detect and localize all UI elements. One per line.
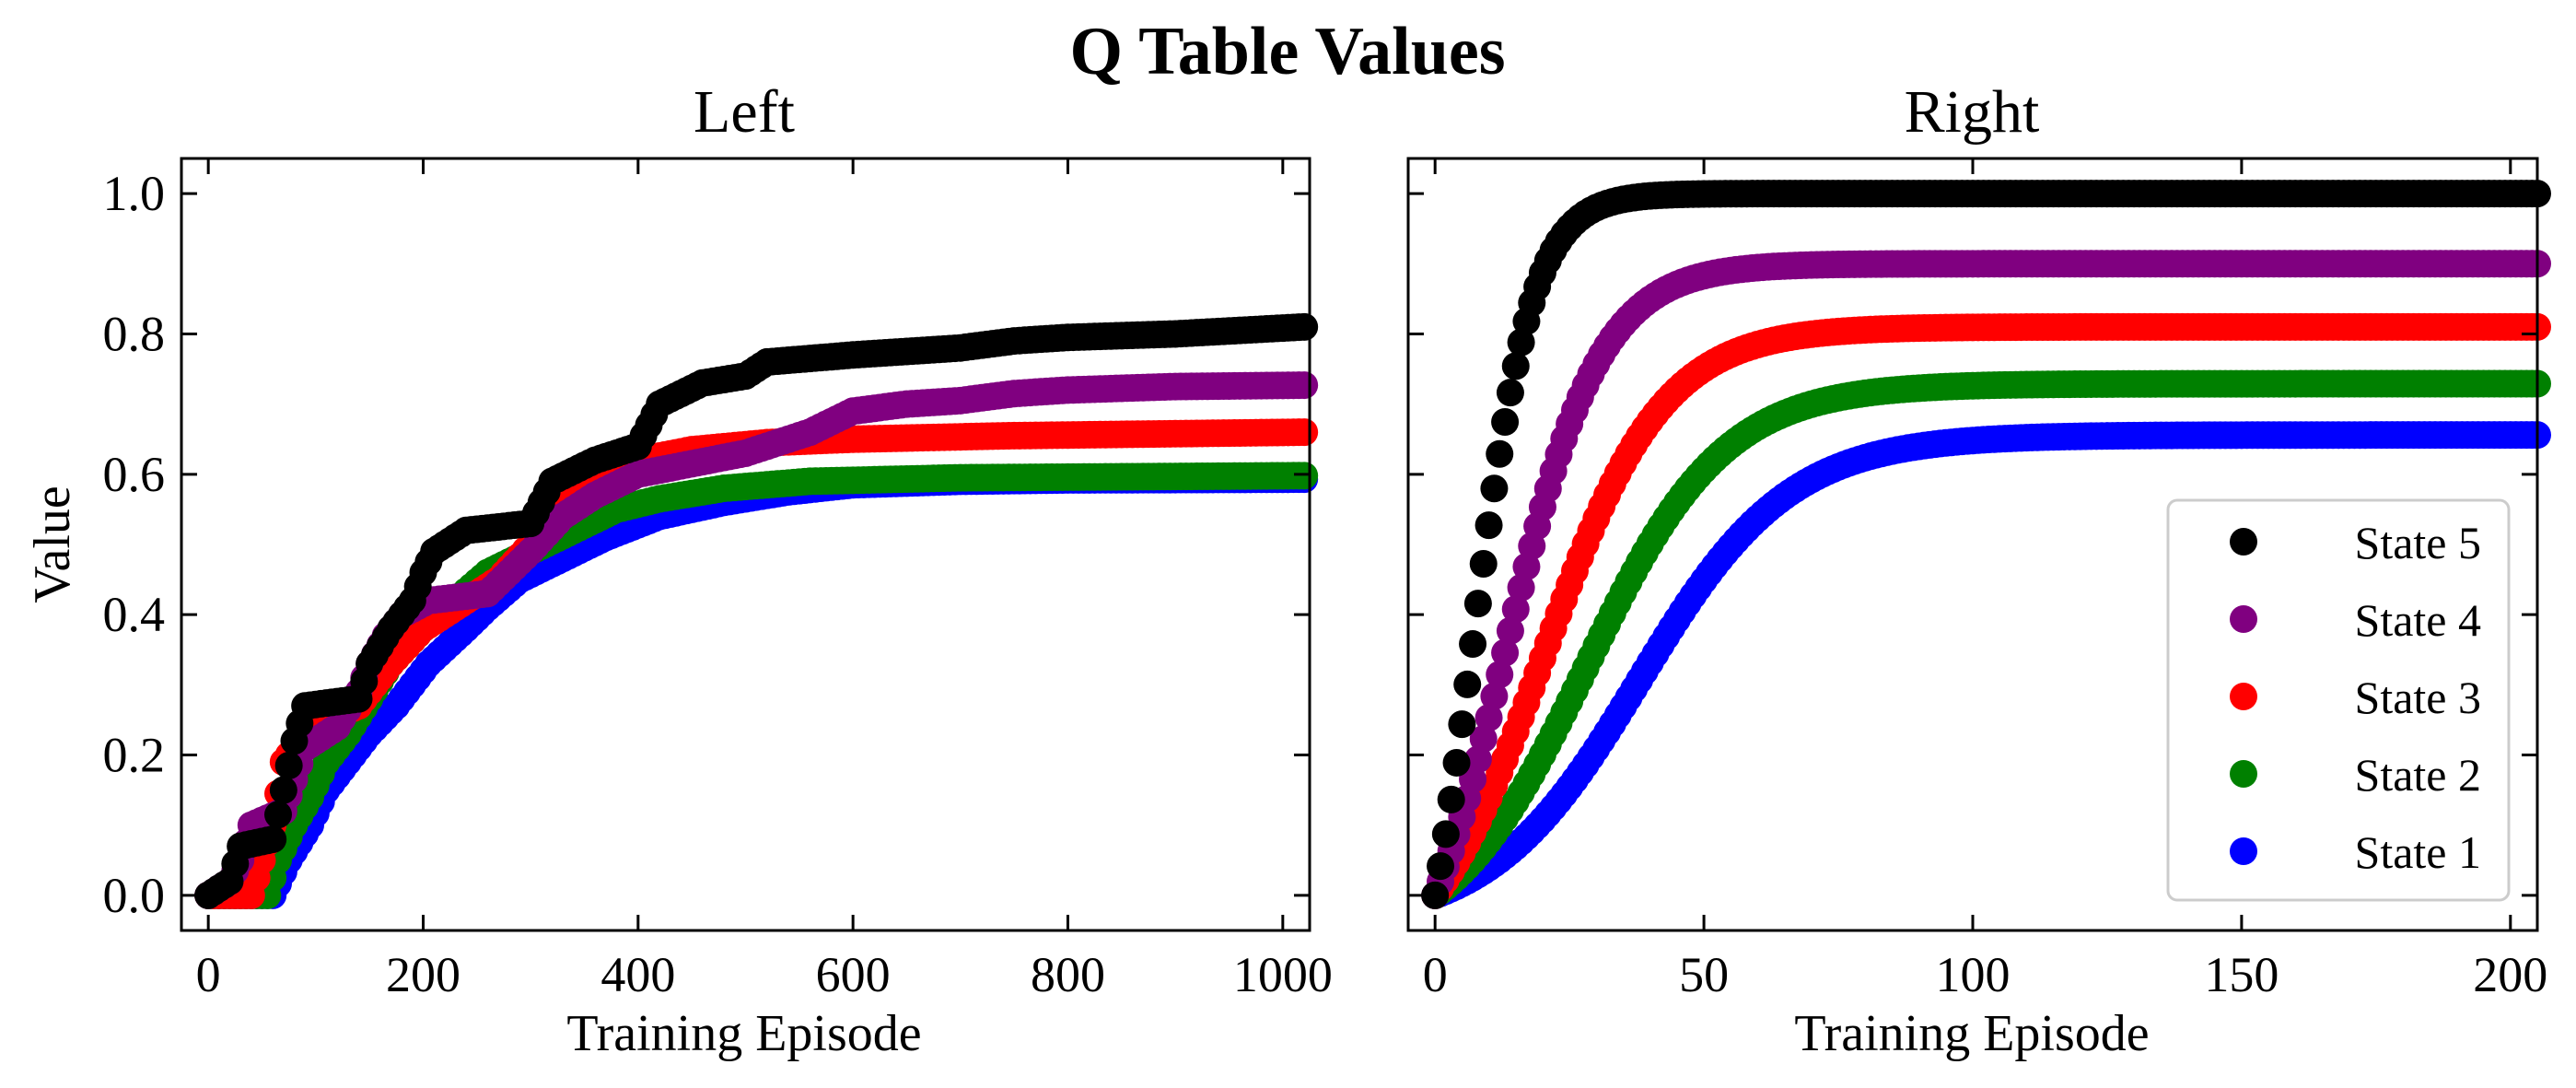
data-point <box>1427 852 1455 881</box>
right-x-axis-label: Training Episode <box>1794 1005 2149 1062</box>
data-point <box>274 751 303 779</box>
data-point <box>1469 724 1498 753</box>
data-point <box>1290 371 1319 400</box>
legend-label: State 3 <box>2355 672 2481 723</box>
left-panel-title: Left <box>694 78 795 146</box>
legend-item: State 5 <box>2230 517 2481 568</box>
data-point <box>1501 595 1530 624</box>
y-tick-label: 0.8 <box>103 306 166 361</box>
data-point <box>1459 630 1487 659</box>
legend-box <box>2166 498 2511 902</box>
data-point <box>1421 881 1450 909</box>
left-x-axis-label: Training Episode <box>566 1005 921 1062</box>
data-point <box>1480 682 1509 710</box>
x-tick-label: 100 <box>1936 947 2011 1002</box>
right-series-state-4 <box>1421 250 2551 909</box>
data-point <box>1290 312 1319 341</box>
y-tick-label: 0.0 <box>103 868 166 923</box>
x-tick-label: 400 <box>600 947 675 1002</box>
data-point <box>1474 511 1503 540</box>
right-panel: Right 0 50 100 150 200 Training Episode Stat… <box>1406 78 2551 1062</box>
legend-items: State 5 State 4 State 3 State 2 State 1 <box>2230 517 2481 878</box>
data-point <box>269 776 297 804</box>
data-point <box>1474 704 1503 732</box>
data-point <box>259 825 287 853</box>
right-data-marks <box>1421 180 2551 909</box>
y-tick-label: 0.2 <box>103 728 166 783</box>
data-point <box>1469 549 1498 578</box>
x-tick-label: 200 <box>2473 947 2547 1002</box>
data-point <box>1486 439 1514 468</box>
legend-label: State 1 <box>2355 826 2481 878</box>
left-series-state-4 <box>194 371 1319 909</box>
left-series-state-5 <box>194 312 1319 909</box>
right-panel-title: Right <box>1905 78 2040 146</box>
legend-label: State 4 <box>2355 594 2481 646</box>
data-point <box>1448 710 1476 739</box>
legend-marker <box>2230 760 2257 788</box>
right-series-state-1 <box>1421 421 2551 909</box>
data-point <box>1453 670 1482 698</box>
legend-marker <box>2230 528 2257 556</box>
y-tick-label: 0.4 <box>103 587 166 642</box>
left-panel: Left 0 200 400 600 800 1000 0.0 0.2 0.4 0.6 0.8 1.0… <box>24 78 1333 1062</box>
left-ticks: 0 200 400 600 800 1000 0.0 0.2 0.4 0.6 0.8 1.0 <box>103 158 1333 1002</box>
left-y-axis-label: Value <box>24 486 81 603</box>
legend-label: State 5 <box>2355 517 2481 568</box>
x-tick-label: 600 <box>816 947 891 1002</box>
legend-item: State 1 <box>2230 826 2481 878</box>
data-point <box>1290 462 1319 490</box>
right-series-state-5 <box>1421 180 2551 909</box>
legend-marker <box>2230 605 2257 633</box>
data-point <box>1463 590 1492 618</box>
x-tick-label: 50 <box>1679 947 1729 1002</box>
right-ticks: 0 50 100 150 200 <box>1408 158 2547 1002</box>
x-tick-label: 150 <box>2204 947 2279 1002</box>
x-tick-label: 0 <box>1423 947 1448 1002</box>
data-point <box>1507 328 1535 357</box>
data-point <box>1290 418 1319 447</box>
data-point <box>1431 820 1460 848</box>
x-tick-label: 200 <box>386 947 460 1002</box>
data-point <box>1437 785 1465 813</box>
left-data-marks <box>194 312 1319 909</box>
legend-item: State 2 <box>2230 749 2481 801</box>
right-series-state-2 <box>1421 369 2551 909</box>
x-tick-label: 800 <box>1031 947 1105 1002</box>
legend: State 5 State 4 State 3 State 2 State 1 <box>2166 498 2511 902</box>
data-point <box>1480 474 1509 503</box>
data-point <box>1496 616 1524 645</box>
data-point <box>1491 638 1520 667</box>
figure-title: Q Table Values <box>1069 14 1505 89</box>
data-point <box>1496 379 1524 407</box>
y-tick-label: 0.6 <box>103 447 166 502</box>
right-series-state-3 <box>1421 312 2551 909</box>
x-tick-label: 0 <box>196 947 221 1002</box>
legend-label: State 2 <box>2355 749 2481 801</box>
legend-item: State 4 <box>2230 594 2481 646</box>
data-point <box>264 801 292 829</box>
x-tick-label: 1000 <box>1233 947 1333 1002</box>
y-tick-label: 1.0 <box>103 166 166 221</box>
legend-marker <box>2230 683 2257 710</box>
data-point <box>1486 661 1514 689</box>
data-point <box>1507 573 1535 602</box>
legend-item: State 3 <box>2230 672 2481 723</box>
data-point <box>1501 352 1530 380</box>
legend-marker <box>2230 837 2257 865</box>
left-axes-frame <box>180 157 1311 932</box>
data-point <box>1491 407 1520 436</box>
data-point <box>1442 748 1471 777</box>
